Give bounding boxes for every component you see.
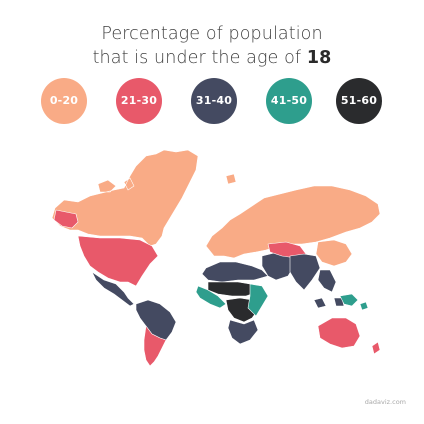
region-west-africa [195,285,227,309]
region-south-america-north [135,299,177,341]
legend: 0-20 21-30 31-40 41-50 51-60 [0,78,424,124]
legend-chip-51-60: 51-60 [336,78,382,124]
region-central-america [91,271,135,307]
region-pacific-islands [339,293,369,311]
region-southern-cone [143,325,167,367]
region-united-states [77,235,159,287]
region-new-zealand [371,341,381,355]
map-title: Percentage of population that is under t… [0,22,424,70]
region-alaska [53,209,79,229]
region-australia [317,317,361,349]
legend-chip-41-50: 41-50 [266,78,312,124]
credit-watermark: dadaviz.com [364,398,406,406]
region-east-africa [247,283,269,317]
title-line-2: that is under the age of 18 [0,46,424,70]
legend-chip-21-30: 21-30 [116,78,162,124]
region-europe-russia [205,173,381,259]
legend-chip-31-40: 31-40 [191,78,237,124]
title-line-1: Percentage of population [101,24,323,44]
region-southern-africa [227,319,259,345]
region-china [315,239,353,267]
region-southeast-asia [313,269,345,309]
region-south-asia [289,253,321,291]
region-north-africa [201,261,269,283]
region-north-america-greenland [51,149,199,247]
title-line-2-text: that is under the age of [92,48,307,68]
legend-chip-0-20: 0-20 [41,78,87,124]
title-age-value: 18 [306,48,332,68]
